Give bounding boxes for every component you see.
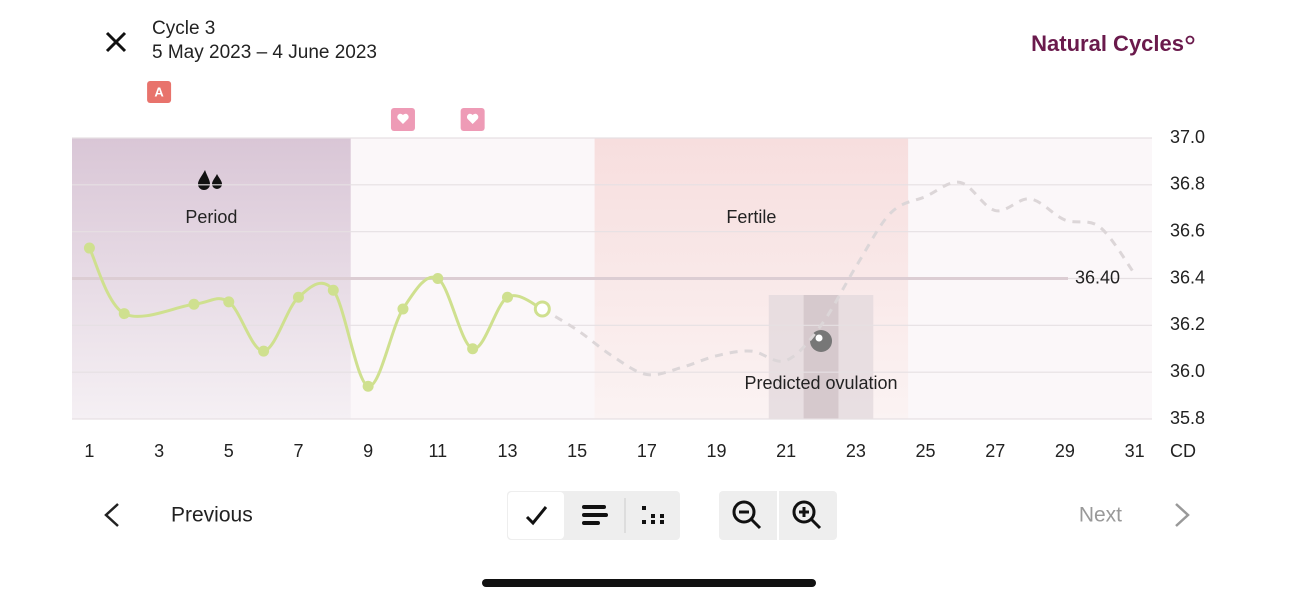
x-tick-label: 31 <box>1125 441 1145 461</box>
phase-label: Fertile <box>726 207 776 227</box>
x-tick-label: 19 <box>707 441 727 461</box>
home-indicator <box>482 579 816 587</box>
x-tick-label: 29 <box>1055 441 1075 461</box>
y-tick-label: 36.6 <box>1170 220 1205 240</box>
x-tick-label: 27 <box>985 441 1005 461</box>
y-tick-label: 37.0 <box>1170 127 1205 147</box>
temperature-point <box>223 296 235 308</box>
temperature-point <box>188 298 200 310</box>
ovulation-icon-dot <box>815 334 823 342</box>
y-tick-label: 35.8 <box>1170 408 1205 428</box>
phase-label: Period <box>185 207 237 227</box>
dot <box>660 514 664 518</box>
x-tick-label: 9 <box>363 441 373 461</box>
close-button[interactable] <box>105 31 127 53</box>
x-tick-label: 7 <box>293 441 303 461</box>
heart-icon <box>466 113 479 124</box>
x-tick-label: 5 <box>224 441 234 461</box>
dot <box>651 520 655 524</box>
next-button[interactable]: Next <box>1079 503 1190 527</box>
dot <box>642 520 646 524</box>
y-tick-label: 36.4 <box>1170 267 1205 287</box>
zoom-out-icon <box>732 500 756 524</box>
dot <box>660 520 664 524</box>
next-label: Next <box>1079 504 1122 527</box>
next-icon <box>1175 503 1190 527</box>
chart: Period Fertile Predicted ovulation 35.8 36.0… <box>72 81 1205 461</box>
temperature-point <box>292 291 304 303</box>
temperature-point <box>118 308 130 320</box>
x-tick-label: 11 <box>428 441 447 461</box>
temperature-point <box>467 343 479 355</box>
temperature-point <box>327 284 339 296</box>
prev-icon <box>104 503 119 527</box>
x-tick-label: 25 <box>916 441 936 461</box>
prev-label: Previous <box>171 504 253 527</box>
heart-icon <box>397 113 409 124</box>
y-tick-label: 36.8 <box>1170 174 1205 194</box>
temperature-point <box>533 300 551 318</box>
x-tick-label: 23 <box>846 441 866 461</box>
temperature-point <box>397 303 409 315</box>
ovulation-day <box>803 295 839 419</box>
brand-logo <box>1185 35 1195 45</box>
temperature-point <box>432 273 444 284</box>
temperature-point <box>83 242 95 254</box>
ovulation-icon <box>810 330 833 352</box>
prev-button[interactable]: Previous <box>104 503 253 527</box>
x-tick-label: 13 <box>497 441 517 461</box>
bar-view-button[interactable] <box>582 505 608 525</box>
badge-label: A <box>154 84 164 99</box>
cycle-title: Cycle 3 <box>152 18 215 39</box>
x-tick-label: 15 <box>567 441 587 461</box>
ovulation-label: Predicted ovulation <box>744 373 897 393</box>
x-tick-label: 1 <box>84 441 94 461</box>
zoom-in-button[interactable] <box>792 500 822 530</box>
close-icon <box>105 31 127 53</box>
line-view-icon <box>525 506 548 526</box>
x-tick-label: 17 <box>637 441 657 461</box>
x-tick-label: 3 <box>154 441 164 461</box>
temperature-line <box>541 180 1136 377</box>
temperature-point <box>501 291 513 303</box>
y-tick-label: 36.0 <box>1170 361 1205 381</box>
zoom-out-icon <box>739 510 762 530</box>
dot <box>651 514 655 518</box>
zoom-out-button[interactable] <box>732 500 762 530</box>
zoom-in-icon <box>792 500 816 524</box>
cycle-dates: 5 May 2023 – 4 June 2023 <box>152 42 377 63</box>
x-tick-label: 21 <box>776 441 796 461</box>
temperature-point <box>362 380 374 392</box>
x-axis-label: CD <box>1170 441 1196 461</box>
temperature-point <box>258 345 270 357</box>
line-view-button[interactable] <box>508 492 564 539</box>
zoom-in-icon <box>799 507 822 530</box>
coverline-label: 36.40 <box>1075 267 1120 287</box>
y-tick-label: 36.2 <box>1170 314 1205 334</box>
bar-view-icon <box>582 505 608 525</box>
brand: Natural Cycles <box>1031 31 1184 56</box>
dots-view-button[interactable] <box>642 506 664 524</box>
dot <box>642 506 646 510</box>
badge <box>147 81 172 103</box>
